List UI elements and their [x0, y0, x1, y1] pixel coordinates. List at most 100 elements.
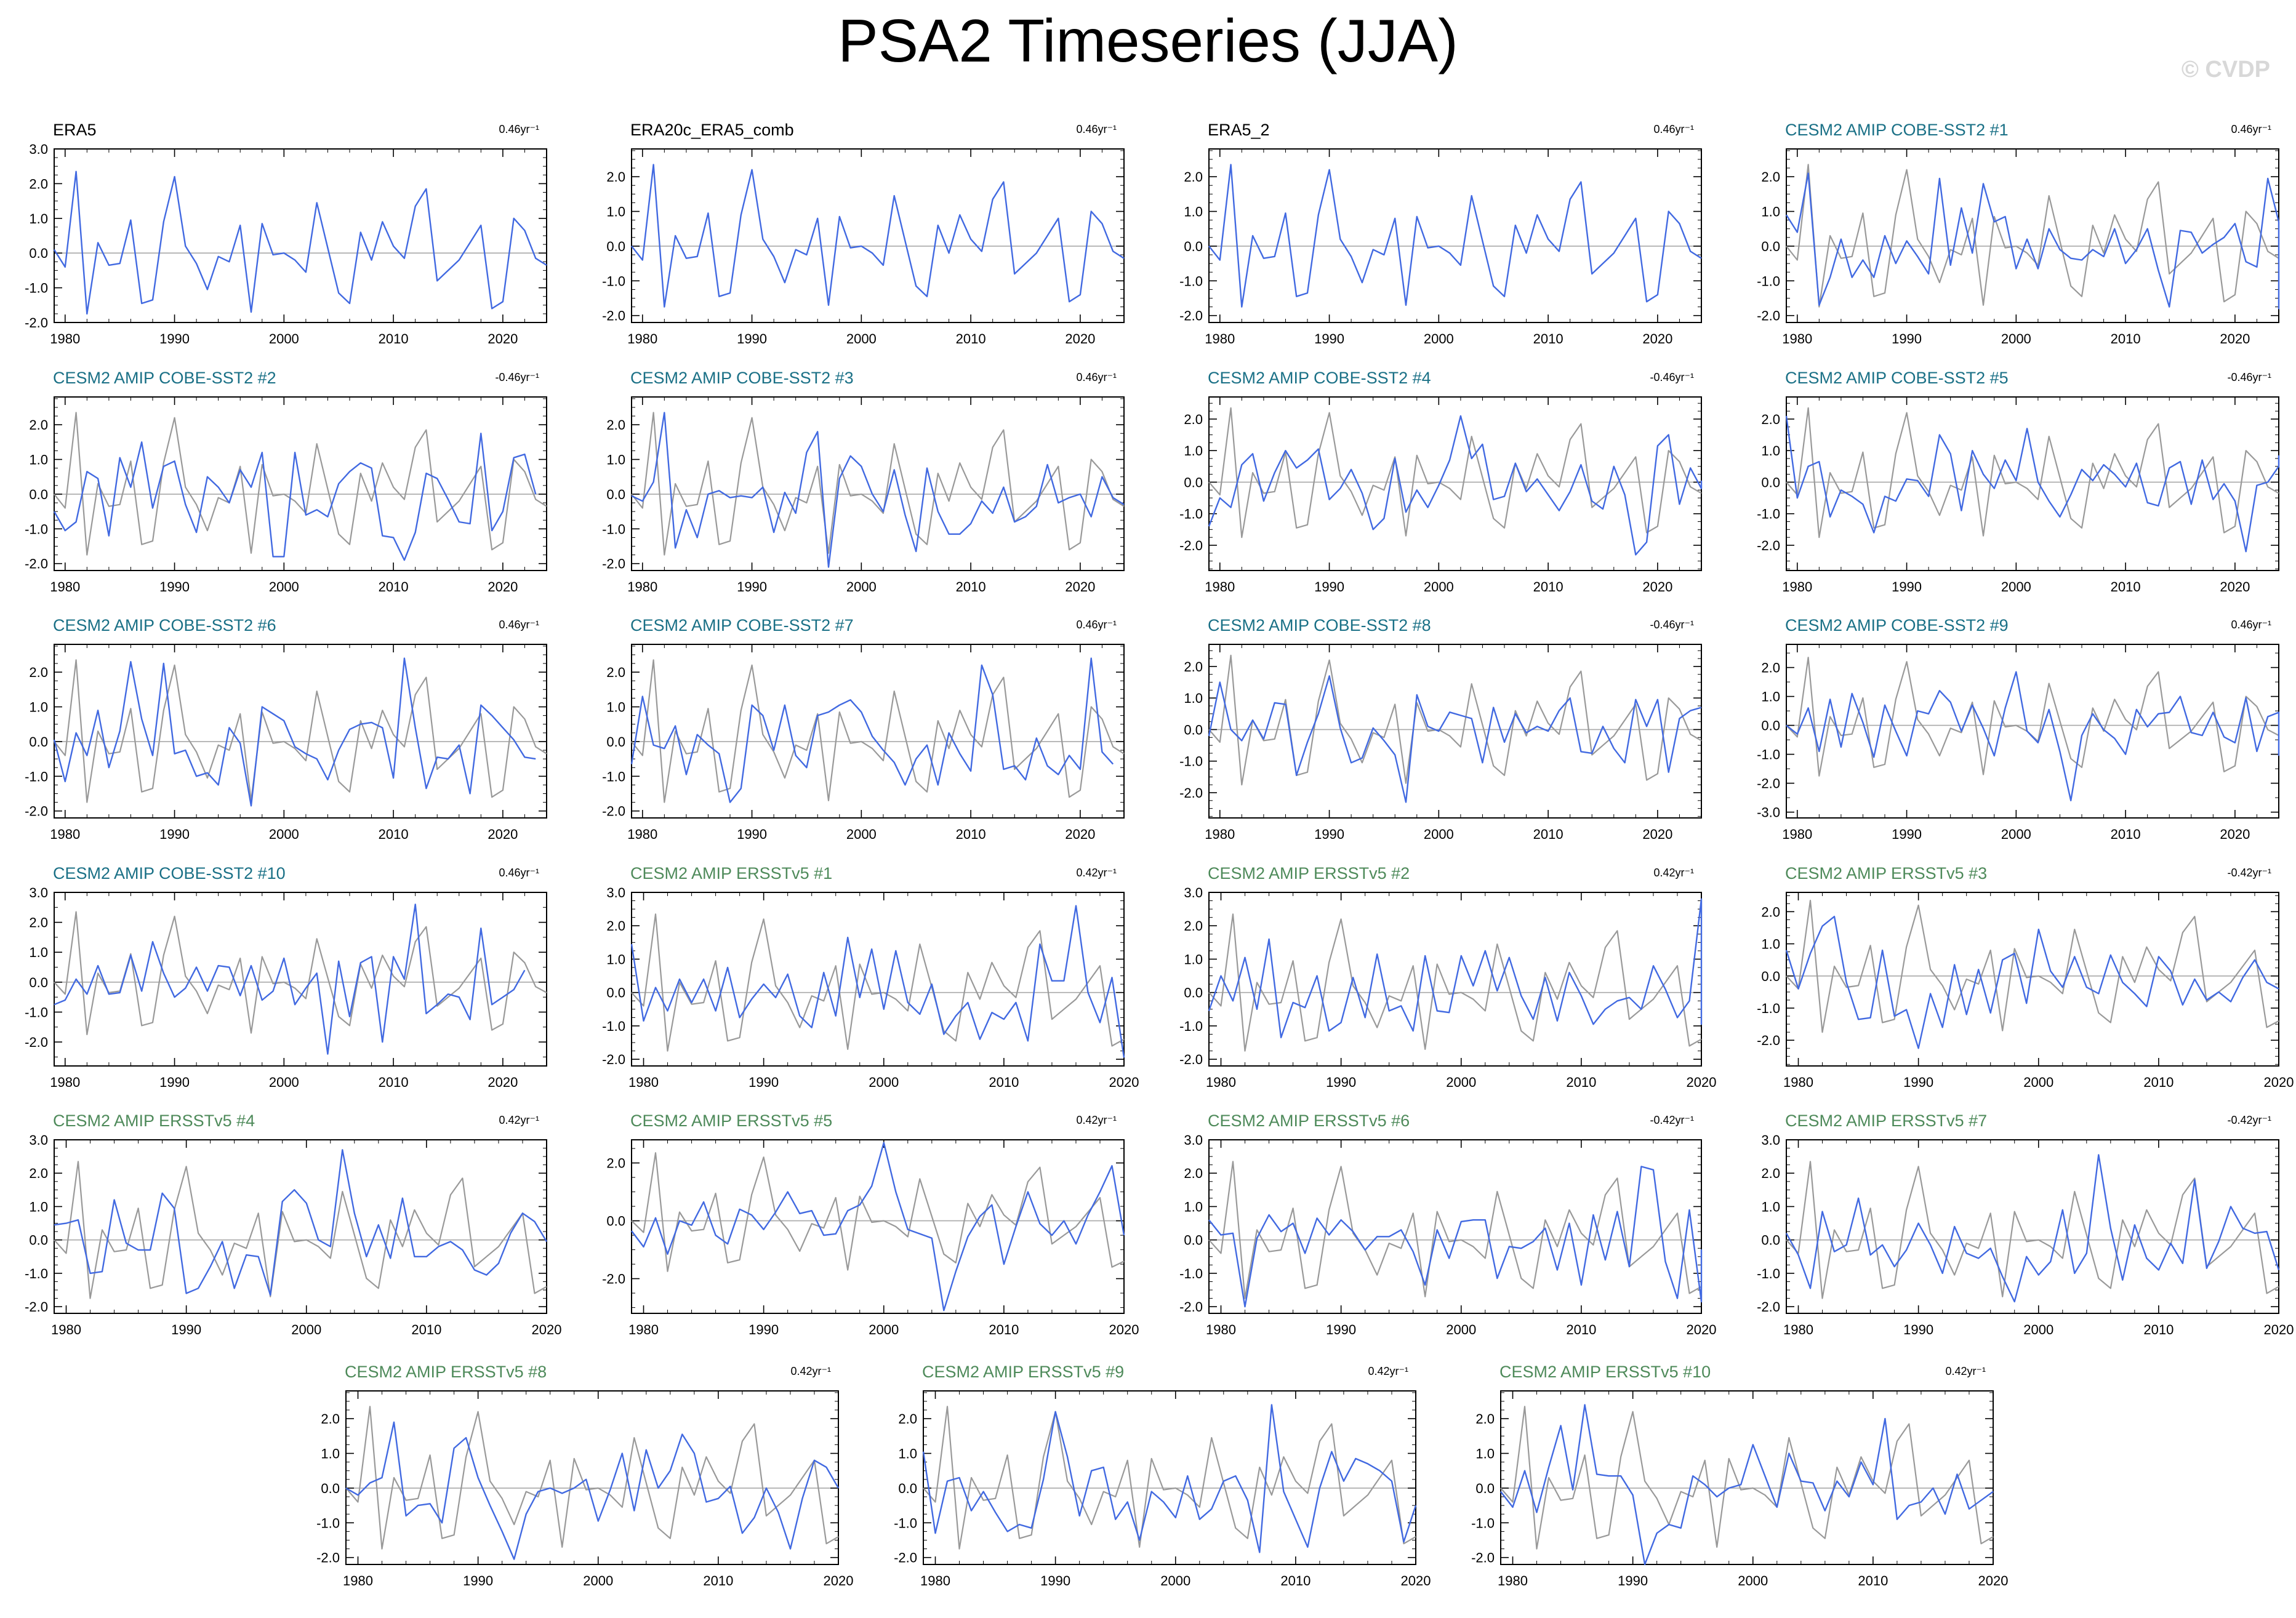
x-tick-label: 1990 — [1314, 579, 1344, 595]
plot-frame — [54, 892, 547, 1067]
y-tick-label: 0.0 — [606, 734, 625, 750]
panel-6: CESM2 AMIP COBE-SST2 #3 0.46yr⁻¹ 2.0 1.0 0.0… — [602, 369, 1125, 595]
plot-frame — [1208, 148, 1702, 323]
x-tick-label: 2010 — [989, 1322, 1019, 1337]
y-tick-label: 1.0 — [1184, 1199, 1203, 1214]
plot-frame — [631, 892, 1125, 1067]
panel-title: CESM2 AMIP COBE-SST2 #5 — [1785, 369, 2009, 387]
x-tick-label: 2020 — [1065, 827, 1095, 842]
x-tick-label: 2020 — [488, 1075, 518, 1090]
y-tick-label: 2.0 — [1761, 904, 1780, 919]
model-series-line — [631, 164, 1125, 308]
trend-label: 0.46yr⁻¹ — [1076, 619, 1117, 631]
x-tick-label: 1990 — [159, 827, 190, 842]
x-tick-label: 2010 — [1533, 331, 1563, 346]
panel-title: ERA20c_ERA5_comb — [630, 121, 794, 139]
y-tick-label: 2.0 — [1184, 1166, 1203, 1181]
y-tick-label: 0.0 — [898, 1481, 917, 1496]
trend-label: 0.42yr⁻¹ — [790, 1365, 831, 1377]
x-tick-label: 2020 — [2264, 1075, 2294, 1090]
x-tick-label: 2020 — [1109, 1322, 1139, 1337]
y-tick-label: 3.0 — [1761, 1132, 1780, 1148]
x-tick-label: 2000 — [1424, 579, 1454, 595]
y-tick-label: -2.0 — [1757, 538, 1780, 553]
panel-14: CESM2 AMIP ERSSTv5 #1 0.42yr⁻¹ 3.0 2.0 1.0 0.… — [602, 864, 1139, 1090]
y-tick-label: 1.0 — [1475, 1446, 1495, 1462]
y-tick-label: 1.0 — [1761, 204, 1780, 220]
y-tick-label: -2.0 — [1179, 1299, 1203, 1315]
panel-title: CESM2 AMIP COBE-SST2 #9 — [1785, 616, 2009, 635]
x-tick-label: 2020 — [1642, 827, 1672, 842]
y-tick-label: 1.0 — [1761, 443, 1780, 459]
panel-title: CESM2 AMIP COBE-SST2 #6 — [53, 616, 276, 635]
x-tick-label: 1990 — [1040, 1573, 1070, 1588]
x-tick-label: 1980 — [628, 1322, 659, 1337]
trend-label: 0.46yr⁻¹ — [499, 123, 539, 135]
x-tick-label: 1990 — [1903, 1075, 1933, 1090]
y-tick-label: -1.0 — [25, 281, 48, 296]
panel-23: CESM2 AMIP ERSSTv5 #10 0.42yr⁻¹ 2.0 1.0 0.0 -… — [1471, 1363, 2008, 1588]
y-tick-label: 1.0 — [606, 452, 625, 468]
x-tick-label: 2000 — [1424, 827, 1454, 842]
panel-12: CESM2 AMIP COBE-SST2 #9 0.46yr⁻¹ 2.0 1.0 0.0… — [1757, 616, 2280, 842]
y-tick-label: -1.0 — [25, 769, 48, 784]
x-tick-label: 1990 — [1892, 827, 1922, 842]
panel-title: CESM2 AMIP ERSSTv5 #3 — [1785, 864, 1987, 883]
y-tick-label: -1.0 — [602, 1019, 625, 1034]
x-tick-label: 2020 — [1065, 579, 1095, 595]
model-series-line — [631, 1142, 1125, 1312]
x-tick-label: 2020 — [1065, 331, 1095, 346]
y-tick-label: 1.0 — [29, 211, 48, 226]
x-tick-label: 2000 — [1160, 1573, 1190, 1588]
trend-label: 0.42yr⁻¹ — [1368, 1365, 1408, 1377]
x-tick-label: 1990 — [159, 331, 190, 346]
y-tick-label: 0.0 — [29, 734, 48, 750]
obs-series-line — [923, 1406, 1416, 1550]
panel-title: CESM2 AMIP ERSSTv5 #4 — [53, 1111, 255, 1130]
trend-label: -0.42yr⁻¹ — [2227, 1114, 2271, 1126]
plot-frame — [1500, 1390, 1994, 1565]
x-tick-label: 2020 — [1642, 579, 1672, 595]
trend-label: 0.46yr⁻¹ — [1076, 123, 1117, 135]
watermark-text: © CVDP — [2181, 57, 2270, 82]
y-tick-label: 1.0 — [1761, 1199, 1780, 1214]
y-tick-label: -2.0 — [1757, 1299, 1780, 1315]
x-tick-label: 1980 — [1205, 827, 1235, 842]
y-tick-label: -1.0 — [1757, 1001, 1780, 1016]
y-tick-label: -2.0 — [602, 308, 625, 324]
panel-title: CESM2 AMIP ERSSTv5 #7 — [1785, 1111, 1987, 1130]
y-tick-label: 1.0 — [29, 1199, 48, 1214]
model-series-line — [630, 657, 1114, 803]
y-tick-label: 0.0 — [29, 487, 48, 502]
x-tick-label: 2020 — [824, 1573, 854, 1588]
y-tick-label: 0.0 — [1761, 718, 1780, 734]
y-tick-label: 2.0 — [29, 915, 48, 931]
y-tick-label: 3.0 — [1184, 885, 1203, 900]
x-tick-label: 1990 — [737, 331, 767, 346]
x-tick-label: 2000 — [1738, 1573, 1768, 1588]
plot-frame — [54, 1139, 547, 1314]
trend-label: -0.46yr⁻¹ — [495, 371, 539, 383]
x-tick-label: 2000 — [869, 1322, 899, 1337]
x-tick-label: 2010 — [956, 579, 986, 595]
x-tick-label: 1980 — [920, 1573, 950, 1588]
x-tick-label: 1980 — [627, 331, 657, 346]
trend-label: -0.46yr⁻¹ — [1650, 619, 1694, 631]
y-tick-label: 2.0 — [606, 1156, 625, 1171]
y-tick-label: -1.0 — [25, 1004, 48, 1020]
y-tick-label: 2.0 — [606, 169, 625, 185]
model-series-line — [1208, 898, 1703, 1039]
obs-series-line — [1786, 1161, 2279, 1299]
y-tick-label: 1.0 — [1184, 951, 1203, 967]
y-tick-label: 0.0 — [1184, 985, 1203, 1001]
y-tick-label: 3.0 — [1184, 1132, 1203, 1148]
x-tick-label: 1980 — [627, 579, 657, 595]
panel-title: CESM2 AMIP COBE-SST2 #10 — [53, 864, 286, 883]
panel-7: CESM2 AMIP COBE-SST2 #4 -0.46yr⁻¹ 2.0 1.0 0.… — [1179, 369, 1703, 595]
plot-frame — [631, 644, 1125, 819]
y-tick-label: -1.0 — [1179, 1019, 1203, 1034]
y-tick-label: 1.0 — [29, 945, 48, 960]
x-tick-label: 1990 — [171, 1322, 201, 1337]
y-tick-label: 1.0 — [606, 951, 625, 967]
obs-series-line — [54, 412, 547, 556]
